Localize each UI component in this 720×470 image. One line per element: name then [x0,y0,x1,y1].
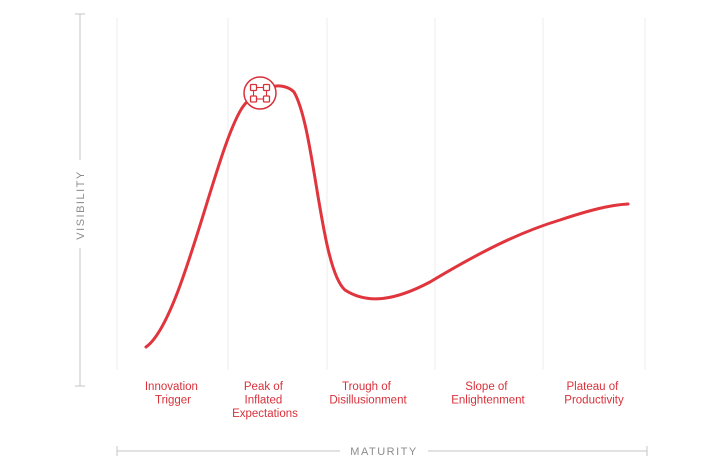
phase-label-line: Peak of [244,381,284,393]
phase-label-line: Disillusionment [329,395,407,407]
phase-label-line: Enlightenment [451,395,525,407]
phase-label-trough: Trough of Disillusionment [329,381,407,407]
phase-label-line: Slope of [465,381,508,393]
phase-label-line: Expectations [232,408,298,420]
grid-nodes-icon [243,76,277,110]
phase-label-line: Productivity [564,395,624,407]
x-axis [116,446,648,456]
phase-label-line: Trigger [155,395,191,407]
phase-labels: Innovation Trigger Peak of Inflated Expe… [145,381,624,420]
phase-label-line: Plateau of [567,381,620,393]
phase-label-slope: Slope of Enlightenment [451,381,525,407]
phase-label-line: Inflated [245,395,283,407]
phase-dividers [116,18,646,370]
phase-label-plateau: Plateau of Productivity [564,381,624,407]
phase-label-line: Trough of [342,381,392,393]
hype-curve [144,84,630,349]
phase-label-line: Innovation [145,381,198,393]
y-axis [75,13,85,387]
y-axis-label: VISIBILITY [75,170,87,239]
phase-label-peak: Peak of Inflated Expectations [232,381,298,420]
phase-label-innovation-trigger: Innovation Trigger [145,381,201,407]
x-axis-label: MATURITY [350,446,417,458]
